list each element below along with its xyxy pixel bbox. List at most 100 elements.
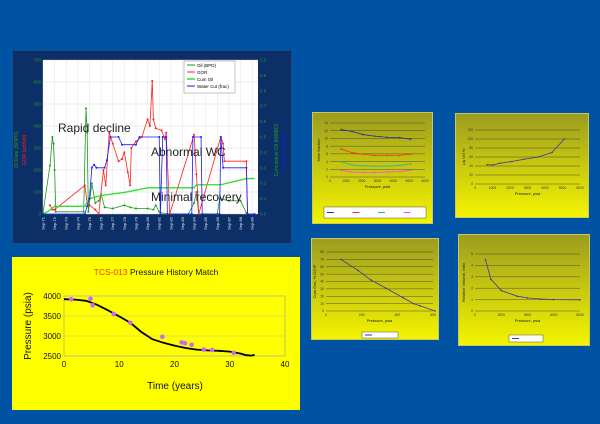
x-tick-label: 5000	[559, 186, 567, 190]
x-tick-label: Sep-85	[203, 216, 208, 230]
data-point	[385, 287, 387, 289]
y-tick-label: 10	[320, 302, 324, 306]
y-tick-label: 40	[320, 280, 324, 284]
x-tick-label: 5000	[405, 179, 413, 183]
data-point	[563, 138, 566, 140]
x-tick-label: 0	[329, 179, 331, 183]
data-point	[398, 154, 401, 157]
y-tick-label: 20	[469, 173, 473, 177]
legend-cum-oil: Cum Oil	[197, 77, 213, 82]
data-point	[340, 258, 342, 261]
data-point	[123, 151, 126, 154]
annotation-rapid-decline: Rapid decline	[58, 121, 131, 135]
data-point	[52, 142, 55, 145]
y-tick-label: 0	[471, 182, 473, 186]
x-tick-label: 1000	[489, 186, 497, 190]
data-point	[95, 166, 98, 169]
y-tick-label: 14	[324, 121, 328, 125]
data-point	[53, 169, 56, 171]
data-point	[83, 184, 86, 187]
x-axis-label: Pressure, psia	[367, 318, 393, 323]
data-point	[434, 310, 436, 312]
x-axis-label: Pressure, psia	[365, 184, 391, 189]
x-tick-label: Sep-88	[238, 216, 243, 230]
x-tick-label: 3000	[374, 179, 382, 183]
data-point	[200, 136, 203, 138]
x-tick-label: 2000	[498, 313, 506, 317]
data-point	[151, 79, 154, 82]
x-axis-label: Pressure, psia	[515, 191, 541, 196]
main-legend: Oil (BPD) GOR Cum Oil Water Cut (frac)	[183, 60, 236, 94]
series-line	[340, 148, 411, 156]
data-point	[340, 148, 342, 150]
y-tick-label: 200	[33, 168, 41, 173]
data-point	[111, 207, 114, 210]
y-tick-label: 3000	[43, 332, 61, 341]
y-tick-label: 80	[469, 146, 473, 150]
data-point	[245, 160, 248, 163]
data-point	[197, 213, 200, 215]
x-tick-label: 30	[225, 360, 234, 369]
series-line	[485, 259, 581, 301]
data-point	[86, 131, 89, 134]
data-point	[165, 136, 168, 138]
data-point	[351, 130, 353, 133]
data-point	[245, 166, 248, 169]
data-point	[362, 153, 365, 156]
data-point	[103, 166, 106, 169]
data-point	[195, 173, 198, 176]
y-tick-label: 100	[467, 137, 473, 141]
data-point	[86, 205, 89, 208]
y-tick-label: 0	[322, 309, 324, 313]
data-point	[218, 213, 221, 215]
data-point	[129, 206, 132, 209]
data-point	[409, 169, 412, 171]
y2-tick-label: 1.0	[260, 58, 267, 63]
y-tick-label: 600	[33, 80, 41, 85]
measured-pressure-point	[231, 350, 236, 356]
data-point	[97, 213, 100, 215]
y-tick-label: 2	[471, 286, 473, 290]
x-tick-label: Sep-86	[215, 216, 220, 230]
y-tick-label: 400	[33, 124, 41, 129]
y-tick-label: 50	[320, 272, 324, 276]
data-point	[489, 278, 492, 280]
data-point	[409, 138, 412, 140]
x-tick-label: Sep-77	[110, 216, 115, 230]
liquid-volume-chart-panel	[455, 113, 589, 218]
relative-volume-chart: 0 1 2 3 4 5 0 2000 4000 6000 8000 Pressure, psia Rel…	[461, 252, 584, 343]
y-tick-label: 5	[471, 252, 473, 256]
measured-pressure-point	[189, 342, 194, 348]
data-point	[85, 107, 87, 110]
y-tick-label: 500	[33, 102, 41, 107]
x-tick-label: 4000	[524, 313, 532, 317]
pressure-history-match-panel	[12, 257, 300, 410]
y-tick-label: 10	[324, 137, 328, 141]
data-point	[152, 118, 155, 121]
data-point	[154, 127, 157, 130]
y-axis-label: Cum Gas, % OGIP	[312, 264, 317, 298]
data-point	[90, 182, 93, 185]
data-point	[159, 213, 162, 215]
data-point	[373, 171, 376, 174]
x-tick-label: 4000	[541, 186, 549, 190]
data-point	[117, 160, 120, 163]
data-point	[579, 299, 581, 301]
main-y2label: Cumulative Oil (MMBO)	[274, 123, 280, 176]
data-point	[537, 156, 539, 158]
legend-gor: GOR	[197, 70, 208, 75]
data-point	[88, 204, 91, 207]
x-tick-label: 400	[395, 313, 401, 317]
data-point	[134, 140, 137, 143]
data-point	[121, 158, 124, 160]
data-point	[108, 131, 111, 134]
x-tick-label: 1000	[342, 179, 350, 183]
data-point	[152, 208, 155, 211]
y-tick-label: 12	[324, 129, 328, 133]
data-point	[196, 191, 199, 193]
legend-box	[508, 334, 544, 343]
simulated-pressure-line	[63, 298, 255, 357]
y-tick-label: 4000	[43, 292, 61, 301]
relative-volume-chart-panel	[458, 234, 590, 346]
data-point	[134, 143, 137, 146]
